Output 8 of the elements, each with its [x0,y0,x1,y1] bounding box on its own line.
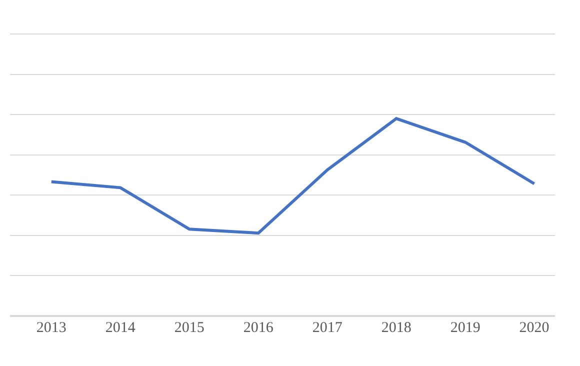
x-tick-label: 2019 [450,320,480,336]
x-tick-label: 2017 [312,320,343,336]
x-tick-label: 2014 [105,320,136,336]
x-tick-label: 2020 [519,320,550,336]
x-tick-label: 2015 [174,320,204,336]
x-tick-label: 2018 [381,320,412,336]
x-tick-label: 2016 [243,320,274,336]
x-tick-label: 2013 [36,320,66,336]
